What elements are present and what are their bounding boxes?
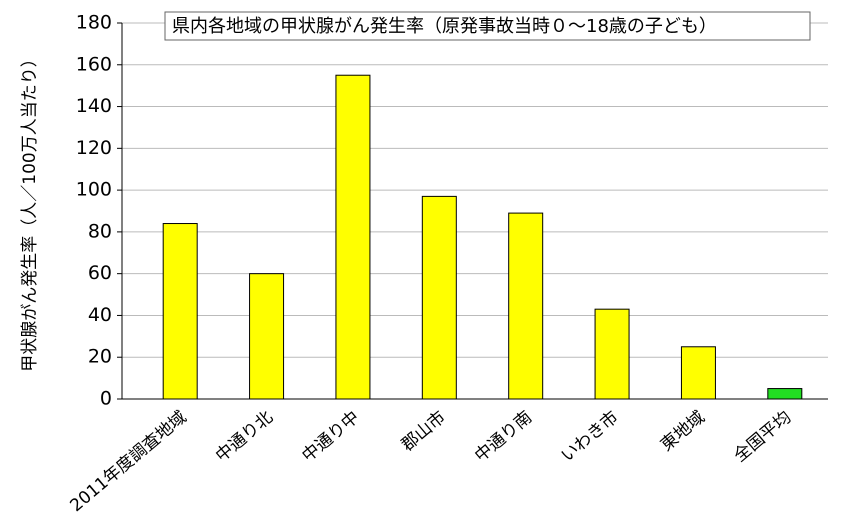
x-tick-label: 中通り北 [212,407,277,466]
chart-title: 県内各地域の甲状腺がん発生率（原発事故当時０～18歳の子ども） [172,16,717,37]
x-tick-label: いわき市 [558,407,623,466]
x-tick-label: 中通り中 [298,407,363,466]
y-tick-label: 20 [88,346,112,368]
title-box [164,11,811,41]
x-tick-label: 郡山市 [398,407,450,455]
y-tick-label: 120 [76,137,112,159]
y-tick-label: 60 [88,262,112,284]
x-tick-label: 全国平均 [730,407,795,466]
bar [680,346,716,400]
x-tick-label: 東地域 [657,407,709,455]
y-tick-label: 140 [76,95,112,117]
y-tick-label: 80 [88,220,112,242]
bar [594,308,630,400]
bar [421,195,457,400]
y-axis-label: 甲状腺がん発生率（人／100万人当たり） [20,50,40,371]
bar [335,74,371,400]
y-tick-label: 100 [76,179,112,201]
x-tick-label: 2011年度調査地域 [66,407,190,516]
y-tick-label: 180 [76,12,112,34]
bar [249,273,285,400]
x-tick-label: 中通り南 [471,407,536,466]
bar [508,212,544,400]
bar [162,223,198,400]
y-tick-label: 160 [76,53,112,75]
y-tick-label: 0 [100,388,112,410]
bar [767,388,803,400]
y-tick-label: 40 [88,304,112,326]
